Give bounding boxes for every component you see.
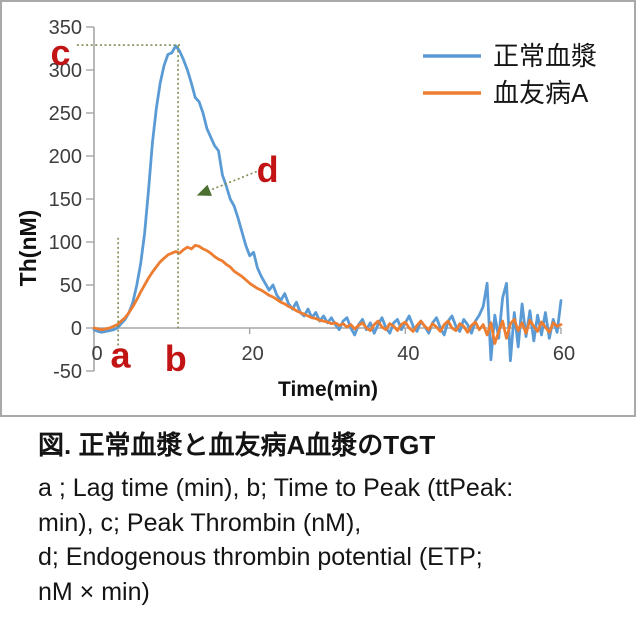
chart-border — [0, 0, 636, 417]
y-axis-title: Th(nM) — [15, 210, 41, 287]
y-tick-label: 100 — [49, 232, 82, 254]
chart-canvas: -50 0 50 100 150 200 250 300 350 0 20 40 60 Time(min)… — [0, 0, 636, 417]
annotation-b-label: b — [165, 338, 187, 379]
y-tick-label: 300 — [49, 60, 82, 82]
series-line-hemophilia-a — [92, 243, 563, 345]
annotation-c-label: c — [51, 32, 71, 73]
annotation-d-arrow-line — [196, 170, 257, 197]
y-tick-label: 200 — [49, 146, 82, 168]
tgt-chart: -50 0 50 100 150 200 250 300 350 0 20 40 60 Time(min)… — [0, 0, 636, 417]
x-axis-title: Time(min) — [278, 378, 378, 401]
x-tick-label: 60 — [553, 343, 575, 365]
y-tick-label: -50 — [53, 361, 82, 383]
caption-title: 図. 正常血漿と血友病A血漿のTGT — [38, 430, 436, 460]
y-tick-label: 0 — [71, 318, 82, 340]
x-tick-label: 40 — [397, 343, 419, 365]
caption-line-1: a ; Lag time (min), b; Time to Peak (ttP… — [38, 474, 514, 502]
annotation-d-label: d — [257, 149, 279, 190]
annotation-d-arrowhead — [196, 184, 212, 196]
x-tick-label: 0 — [91, 343, 102, 365]
y-tick-label: 150 — [49, 189, 82, 211]
legend-label-0: 正常血漿 — [493, 41, 597, 71]
y-tick-label: 250 — [49, 103, 82, 125]
x-tick-label: 20 — [242, 343, 264, 365]
y-tick-label: 50 — [60, 275, 82, 297]
annotation-a-label: a — [110, 335, 131, 376]
caption-line-2: min), c; Peak Thrombin (nM), — [38, 508, 362, 537]
figure-caption: 図. 正常血漿と血友病A血漿のTGT a ; Lag time (min), b… — [38, 428, 618, 609]
legend-label-1: 血友病A — [493, 78, 589, 108]
y-tick-label: 350 — [49, 17, 82, 39]
caption-line-3: d; Endogenous thrombin potential (ETP; — [38, 543, 483, 571]
caption-line-4: nM × min) — [38, 577, 150, 606]
